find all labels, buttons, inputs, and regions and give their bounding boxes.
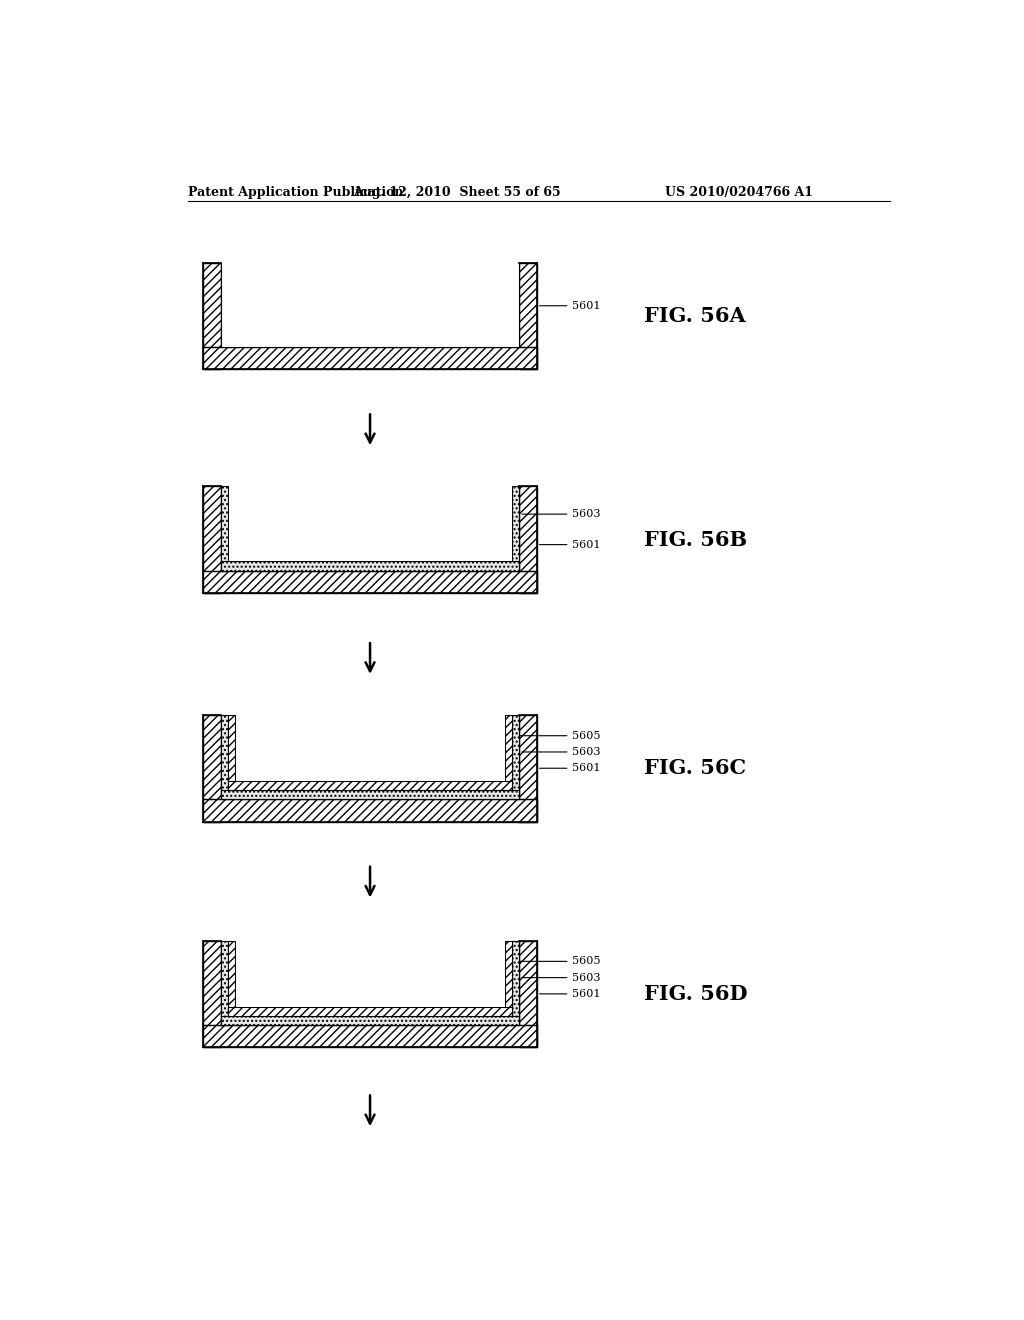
Bar [228,486,512,561]
Text: 5607: 5607 [262,974,336,1019]
Text: 5603: 5603 [522,973,601,982]
Bar [221,263,519,347]
Bar [221,486,228,570]
Text: 5605: 5605 [515,957,601,966]
Bar [519,263,537,370]
Text: FIG. 56A: FIG. 56A [644,306,745,326]
Bar [221,791,519,799]
Bar [204,799,537,821]
Text: 5603: 5603 [522,510,601,519]
Text: 5605: 5605 [515,731,601,741]
Text: FIG. 56D: FIG. 56D [644,983,748,1005]
Bar [512,941,519,1024]
Bar [204,263,221,370]
Bar [228,941,236,1015]
Text: 5601: 5601 [540,989,601,999]
Bar [228,1007,512,1015]
Text: FIG. 56C: FIG. 56C [644,758,745,779]
Bar [204,941,221,1047]
Bar [512,486,519,570]
Text: FIG. 56B: FIG. 56B [644,529,746,549]
Text: 5601: 5601 [540,540,601,549]
Text: 5601: 5601 [540,763,601,774]
Bar [505,715,512,791]
Bar [221,561,519,570]
Bar [221,715,228,799]
Bar [204,1024,537,1047]
Bar [204,486,221,593]
Bar [221,1015,519,1024]
Bar [228,781,512,791]
Bar [204,347,537,370]
Text: 5603: 5603 [522,747,601,756]
Bar [204,570,537,593]
Bar [204,715,221,821]
Bar [519,941,537,1047]
Bar [236,941,505,1007]
Text: 5601: 5601 [540,301,601,310]
Bar [519,486,537,593]
Bar [221,941,228,1024]
Bar [505,941,512,1015]
Bar [236,715,505,781]
Text: Aug. 12, 2010  Sheet 55 of 65: Aug. 12, 2010 Sheet 55 of 65 [353,186,561,199]
Text: US 2010/0204766 A1: US 2010/0204766 A1 [665,186,813,199]
Bar [228,715,236,791]
Bar [512,715,519,799]
Bar [519,715,537,821]
Text: Patent Application Publication: Patent Application Publication [187,186,403,199]
